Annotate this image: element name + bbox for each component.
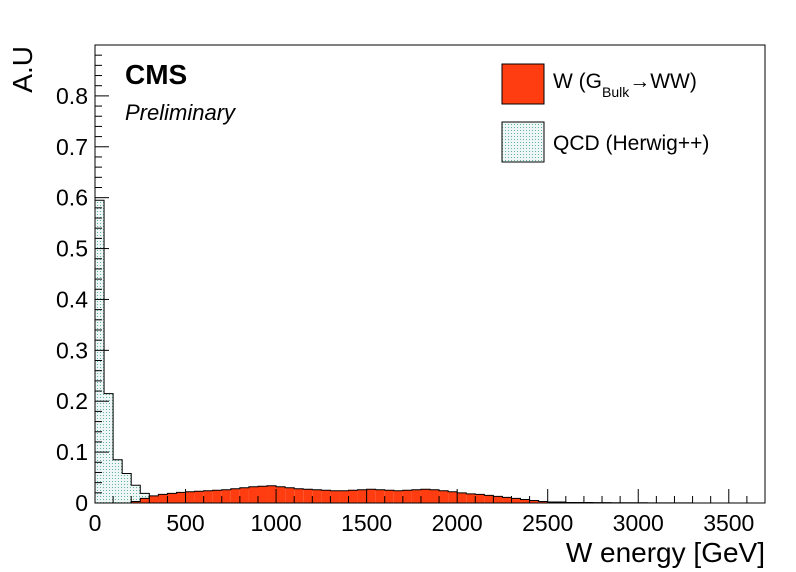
bar-signal-42 [475,494,485,503]
x-tick-label: 1000 [250,510,301,536]
y-tick-label: 0.1 [56,439,88,465]
bar-signal-41 [466,493,476,503]
bar-qcd-3 [122,473,132,503]
bar-signal-6 [149,495,159,503]
bar-signal-8 [167,493,177,503]
bar-signal-43 [484,495,494,503]
bar-signal-44 [493,496,503,503]
y-tick-label: 0.6 [56,185,88,211]
bar-qcd-0 [95,200,105,503]
y-tick-label: 0 [75,490,88,516]
bar-signal-34 [402,490,412,503]
bar-qcd-2 [113,459,123,503]
x-tick-label: 0 [89,510,102,536]
x-axis-title: W energy [GeV] [566,537,765,568]
bar-signal-20 [276,486,286,503]
bar-signal-10 [185,491,195,503]
bar-signal-49 [538,501,548,503]
histogram-bars [94,199,765,504]
bar-signal-5 [140,498,150,503]
y-tick-label: 0.8 [56,83,88,109]
y-tick-label: 0.5 [56,236,88,262]
bar-signal-21 [285,487,295,503]
bar-signal-35 [411,489,421,503]
bar-signal-47 [520,499,530,503]
x-tick-label: 3500 [703,510,754,536]
bar-signal-27 [339,490,349,503]
legend-background-label: QCD (Herwig++) [553,132,709,155]
x-tick-label: 500 [166,510,204,536]
bar-signal-15 [230,488,240,503]
bar-signal-13 [212,490,222,503]
x-tick-label: 2000 [432,510,483,536]
series-qcd [94,199,765,504]
plot-frame [94,44,766,504]
bar-signal-7 [158,494,168,503]
legend-signal-swatch [501,63,545,105]
bar-signal-26 [330,490,340,503]
legend-background-swatch [501,121,545,163]
bar-signal-33 [393,490,403,503]
bar-signal-25 [321,490,331,503]
bar-signal-32 [384,490,394,503]
bar-signal-45 [502,497,512,503]
x-tick-label: 1500 [341,510,392,536]
bar-signal-50 [547,501,557,503]
bar-signal-19 [267,485,277,503]
x-tick-label: 3000 [613,510,664,536]
series-signal [95,485,765,504]
bar-signal-23 [303,489,313,503]
bar-signal-22 [294,488,304,503]
x-tick-label: 2500 [522,510,573,536]
bar-signal-11 [194,491,204,503]
y-axis-title: A.U [7,46,38,93]
bar-signal-18 [257,486,268,503]
bar-signal-16 [239,487,249,503]
bar-signal-30 [366,489,376,503]
bar-signal-12 [203,490,213,503]
outline-qcd [94,199,765,504]
bar-signal-31 [375,489,385,503]
bar-signal-38 [439,490,449,503]
bar-signal-24 [312,489,322,503]
bar-signal-17 [248,486,258,503]
bar-qcd-1 [104,393,114,503]
legend-signal-label: W (GBulk→WW) [553,70,697,100]
legend: W (GBulk→WW) QCD (Herwig++) [501,63,709,163]
bar-signal-9 [176,492,186,503]
bar-signal-51 [556,501,566,503]
y-tick-label: 0.2 [56,388,88,414]
bar-signal-39 [448,491,458,503]
bar-signal-28 [348,490,358,503]
preliminary-label: Preliminary [125,100,237,125]
bar-signal-14 [221,489,231,503]
bar-signal-46 [511,498,521,503]
y-tick-label: 0.7 [56,134,88,160]
bar-signal-36 [420,489,430,503]
cms-label: CMS [125,59,187,90]
bar-signal-29 [357,489,367,503]
y-tick-label: 0.3 [56,337,88,363]
bar-signal-48 [529,500,539,503]
bar-signal-4 [131,501,141,503]
axis-ticks: 0 500 1000 1500 2000 2500 3000 3500 0 0.1 0.2 0.3 0.… [56,54,766,536]
bar-signal-37 [430,489,440,503]
bar-signal-40 [457,492,467,503]
bar-qcd-4 [131,485,141,503]
y-tick-label: 0.4 [56,286,88,312]
